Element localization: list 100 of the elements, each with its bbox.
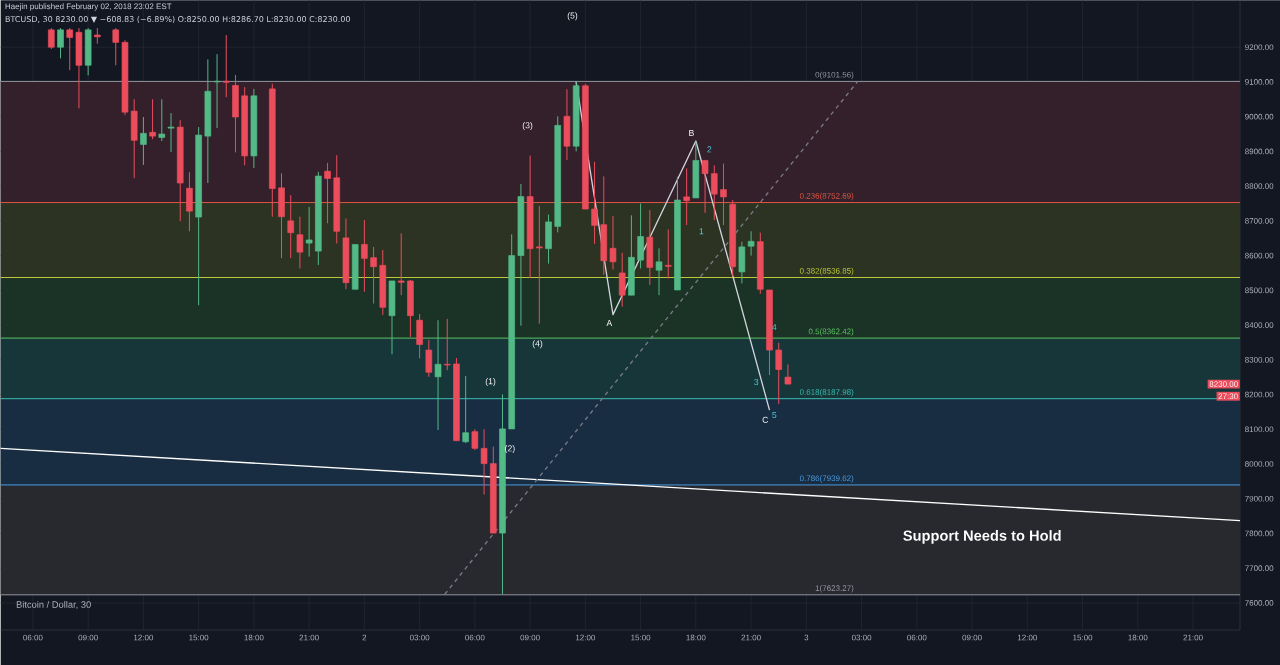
y-tick-label: 7600.00 [1245,600,1274,606]
y-tick-label: 8900.00 [1245,148,1274,155]
ref-line-label: 1(7623.27) [815,585,854,593]
y-tick-label: 8200.00 [1245,391,1274,398]
candlestick [425,339,433,378]
candlestick [66,27,74,71]
candlestick [158,98,166,142]
x-tick-label: 12:00 [575,634,596,641]
ref-line-label: 0.618(8187.98) [799,388,854,397]
y-tick-label: 8400.00 [1245,322,1274,328]
annotation: (1) [485,378,496,387]
x-tick-label: 15:00 [1073,634,1093,641]
candlestick [747,230,755,257]
annotation: (2) [505,445,515,454]
candlestick [296,216,304,269]
annotation: 2 [707,146,712,153]
candlestick [480,428,488,496]
y-tick-label: 8800.00 [1245,183,1274,189]
y-tick-label: 7800.00 [1245,530,1274,537]
candlestick [655,247,663,296]
y-tick-label: 8500.00 [1245,287,1274,294]
candlestick [536,205,543,325]
candlestick [167,112,175,153]
x-tick-label: 15:00 [189,634,209,641]
candlestick [48,27,55,50]
candlestick [701,159,709,214]
ref-line-label: 0.786(7939.62) [799,475,854,483]
ref-line-label: 0(9101.56) [815,71,854,80]
y-tick-label: 8700.00 [1245,218,1274,224]
x-tick-label: 09:00 [962,634,982,641]
x-tick-label: 03:00 [409,634,430,641]
x-tick-label: 15:00 [631,634,651,641]
annotation: 4 [772,324,777,331]
candlestick [222,34,230,98]
x-tick-label: 06:00 [907,634,927,641]
x-tick-label: 21:00 [1183,634,1203,641]
candlestick [618,252,626,308]
y-tick-label: 8100.00 [1245,426,1274,433]
ref-line-label: 0.236(8752.69) [799,192,854,201]
x-tick-label: 18:00 [1128,634,1148,641]
x-tick-label: 21:00 [741,634,761,641]
x-tick-label: 12:00 [1017,634,1038,641]
x-tick-label: 21:00 [299,634,319,641]
annotation: 3 [754,378,759,386]
candlestick [710,164,718,221]
candlestick [140,116,147,166]
annotation: Haejin published February 02, 2018 23:02 EST [5,3,172,11]
candlestick [287,194,294,259]
annotation: 5 [772,412,777,419]
candlestick [112,27,120,66]
annotation: A [606,320,613,326]
annotation: Support Needs to Hold [903,530,1061,544]
candlestick [57,27,64,59]
x-tick-label: 06:00 [23,634,43,641]
candlestick [370,246,377,305]
annotation: C [762,416,769,423]
candlestick [361,219,368,293]
y-tick-label: 7700.00 [1245,565,1274,572]
candlestick [609,215,617,270]
x-tick-label: 18:00 [244,634,264,641]
candlestick [462,375,469,444]
candlestick [637,203,644,269]
x-tick-label: 09:00 [520,634,540,641]
x-tick-label: 2 [362,634,367,641]
annotation: 1 [699,228,704,235]
annotation: (5) [567,12,578,21]
candlestick [397,232,405,296]
x-tick-label: 03:00 [851,634,872,641]
annotation: BTCUSD, 30 8230.00 ▼ −608.83 (−6.89%) O:8250.00 H:8286.70 L:8230.00 C:8230.00 [5,15,350,24]
y-tick-label: 7900.00 [1245,495,1274,502]
candlestick [664,229,672,280]
y-tick-label: 8000.00 [1245,461,1274,467]
text: Bitcoin / Dollar, 30 [16,601,91,609]
candlestick [213,53,221,129]
y-tick-label: 8300.00 [1245,356,1274,363]
candlestick [434,319,442,431]
y-tick-label: 9200.00 [1245,44,1274,51]
annotation: 8230.00 [1209,381,1238,387]
y-tick-label: 9000.00 [1245,113,1274,120]
candlestick [305,206,313,258]
y-tick-label: 8600.00 [1245,252,1274,259]
candlestick [471,428,479,451]
candlestick [784,363,792,385]
x-tick-label: 18:00 [686,634,706,641]
x-tick-label: 06:00 [465,634,485,641]
annotation: B [689,130,694,136]
x-tick-label: 12:00 [134,634,154,641]
annotation: (4) [532,340,543,349]
x-tick-label: 09:00 [78,634,98,641]
y-tick-label: 9100.00 [1245,79,1274,85]
candlestick [443,318,451,371]
annotation: (3) [522,122,533,131]
candlestick [186,171,193,232]
x-tick-label: 3 [804,634,809,641]
candlestick [683,167,690,226]
ref-line-label: 0.5(8362.42) [808,328,854,336]
candlestick [149,98,156,140]
candlestick [324,162,331,224]
candlestick [775,342,783,405]
ref-line-label: 0.382(8536.85) [799,267,854,276]
